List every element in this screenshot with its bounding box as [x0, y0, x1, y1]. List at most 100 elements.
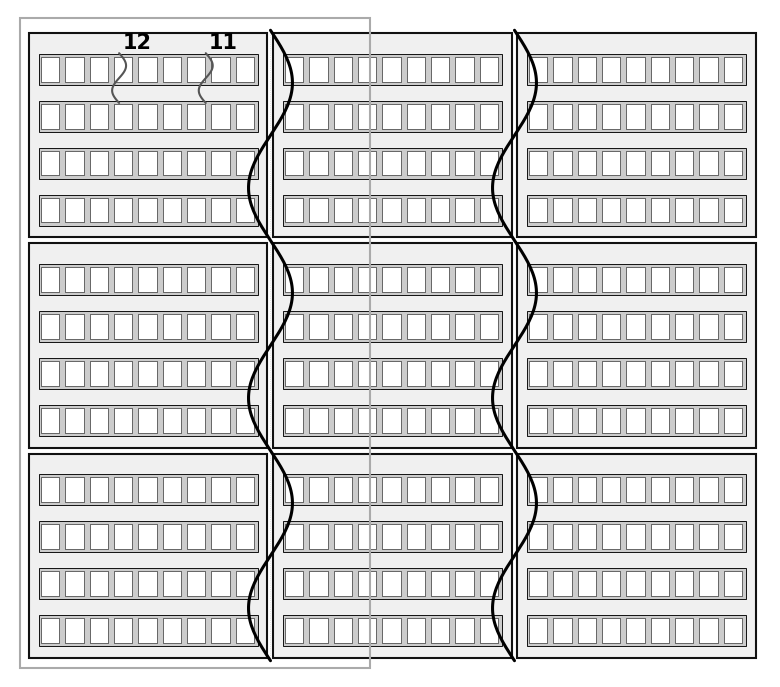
Bar	[431, 572, 449, 596]
Bar	[66, 104, 83, 128]
Bar	[310, 361, 328, 385]
Bar	[236, 267, 254, 292]
Bar	[90, 151, 108, 175]
Bar	[480, 477, 498, 502]
Bar	[382, 314, 400, 339]
Bar	[651, 104, 669, 128]
Bar	[66, 151, 83, 175]
Bar	[602, 572, 620, 596]
Bar	[553, 477, 572, 502]
Bar	[406, 361, 425, 385]
Bar	[578, 198, 596, 223]
Bar	[578, 524, 596, 549]
Bar	[456, 267, 473, 292]
Bar	[39, 264, 258, 295]
Bar	[431, 618, 449, 643]
Bar	[431, 408, 449, 433]
Bar	[724, 477, 742, 502]
Bar	[187, 198, 205, 223]
Bar	[162, 361, 181, 385]
Bar	[187, 104, 205, 128]
Bar	[334, 618, 352, 643]
Bar	[480, 198, 498, 223]
Bar	[41, 314, 59, 339]
Text: 11: 11	[209, 33, 238, 53]
Bar	[382, 618, 400, 643]
Bar	[529, 267, 548, 292]
Bar	[529, 151, 548, 175]
Bar	[626, 618, 644, 643]
Bar	[456, 314, 473, 339]
Bar	[283, 521, 502, 552]
Bar	[211, 267, 229, 292]
Bar	[358, 57, 376, 82]
Bar	[626, 477, 644, 502]
Bar	[285, 198, 303, 223]
Bar	[651, 57, 669, 82]
Bar	[553, 198, 572, 223]
Bar	[480, 104, 498, 128]
Bar	[162, 104, 181, 128]
Bar	[700, 57, 718, 82]
Bar	[456, 104, 473, 128]
Bar	[529, 198, 548, 223]
Bar	[334, 572, 352, 596]
Bar	[626, 104, 644, 128]
Bar	[358, 408, 376, 433]
Bar	[480, 618, 498, 643]
Bar	[578, 151, 596, 175]
Bar	[578, 618, 596, 643]
Bar	[382, 57, 400, 82]
Bar	[431, 104, 449, 128]
Bar	[310, 618, 328, 643]
Bar	[39, 568, 258, 599]
Bar	[162, 408, 181, 433]
Bar	[90, 104, 108, 128]
Bar	[456, 524, 473, 549]
Bar	[162, 477, 181, 502]
Bar	[187, 477, 205, 502]
Bar	[66, 267, 83, 292]
Bar	[66, 314, 83, 339]
Bar	[90, 57, 108, 82]
Bar	[283, 101, 502, 132]
Bar	[431, 361, 449, 385]
Bar	[578, 477, 596, 502]
Bar	[382, 267, 400, 292]
Bar	[602, 267, 620, 292]
Bar	[310, 477, 328, 502]
Bar	[114, 267, 132, 292]
Bar	[138, 477, 157, 502]
Bar	[162, 267, 181, 292]
Bar	[39, 616, 258, 646]
Bar	[431, 57, 449, 82]
Bar	[138, 104, 157, 128]
Bar	[236, 618, 254, 643]
Bar	[283, 405, 502, 436]
Bar	[675, 314, 693, 339]
Bar	[162, 198, 181, 223]
Bar	[187, 57, 205, 82]
Bar	[431, 198, 449, 223]
Bar	[626, 267, 644, 292]
Bar	[651, 618, 669, 643]
Bar	[285, 57, 303, 82]
Bar	[39, 358, 258, 389]
Bar	[406, 267, 425, 292]
Bar	[700, 408, 718, 433]
Bar	[527, 358, 746, 389]
Bar	[675, 477, 693, 502]
Bar	[602, 618, 620, 643]
Bar	[114, 618, 132, 643]
Bar	[431, 151, 449, 175]
Bar	[285, 572, 303, 596]
Bar	[358, 314, 376, 339]
Bar	[675, 267, 693, 292]
Bar	[114, 361, 132, 385]
Bar	[406, 477, 425, 502]
Bar	[334, 151, 352, 175]
Bar	[358, 104, 376, 128]
Bar	[553, 361, 572, 385]
Bar	[162, 151, 181, 175]
Bar	[651, 314, 669, 339]
